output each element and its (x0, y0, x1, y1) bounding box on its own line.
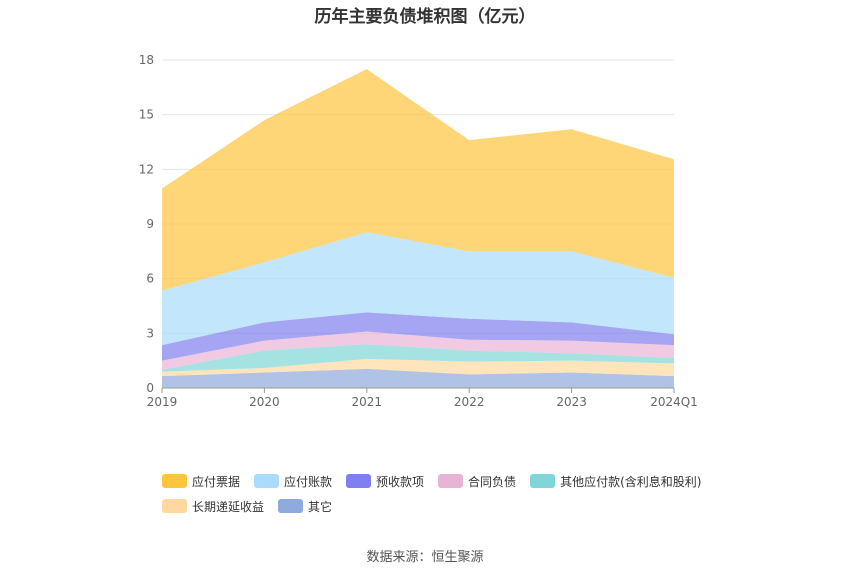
y-tick-label: 6 (146, 272, 154, 286)
y-tick-label: 12 (139, 162, 154, 176)
legend-swatch (530, 474, 556, 488)
x-tick-label: 2020 (249, 395, 280, 409)
y-tick-label: 3 (146, 326, 154, 340)
legend-swatch (162, 499, 187, 513)
series-area (162, 69, 674, 291)
legend-label: 其他应付款(含利息和股利) (560, 474, 702, 489)
y-tick-label: 9 (146, 217, 154, 231)
legend-item[interactable]: 预收款项 (346, 472, 424, 490)
legend-label: 应付票据 (192, 474, 241, 489)
legend-swatch (254, 474, 280, 488)
x-tick-label: 2024Q1 (650, 395, 698, 409)
y-tick-label: 0 (146, 381, 154, 395)
y-tick-label: 15 (139, 108, 154, 122)
legend-item[interactable]: 应付账款 (254, 472, 332, 490)
legend-item[interactable]: 应付票据 (162, 472, 240, 490)
legend-item[interactable]: 合同负债 (438, 472, 516, 490)
series-area (162, 232, 674, 346)
legend-item[interactable]: 长期递延收益 (162, 497, 264, 515)
x-tick-label: 2023 (556, 395, 587, 409)
series-area (162, 312, 674, 361)
x-tick-label: 2021 (352, 395, 383, 409)
series-area (162, 368, 674, 388)
legend-swatch (346, 474, 372, 488)
x-tick-label: 2022 (454, 395, 485, 409)
legend-swatch (162, 474, 187, 488)
legend-label: 长期递延收益 (192, 499, 265, 514)
chart-legend: 应付票据 应付账款 预收款项 合同负债 其他应付款(含利息和股利) 长期递延收益 其它 (162, 472, 722, 515)
series-area (162, 331, 674, 370)
series-area (162, 358, 674, 377)
legend-item[interactable]: 其它 (278, 497, 332, 515)
series-area (162, 344, 674, 372)
legend-label: 应付账款 (284, 474, 333, 489)
legend-item[interactable]: 其他应付款(含利息和股利) (530, 472, 701, 490)
legend-swatch (278, 499, 304, 513)
legend-swatch (438, 474, 464, 488)
stacked-area-chart: 0 3 6 9 12 15 18 2019 2020 2021 2022 2023 2024Q1 (139, 53, 698, 409)
legend-label: 预收款项 (376, 474, 425, 489)
chart-title: 历年主要负债堆积图（亿元） (314, 7, 536, 27)
y-tick-label: 18 (139, 53, 154, 67)
x-tick-label: 2019 (147, 395, 178, 409)
data-source: 数据来源：恒生聚源 (366, 550, 484, 565)
legend-label: 合同负债 (468, 474, 517, 489)
legend-label: 其它 (308, 499, 333, 514)
